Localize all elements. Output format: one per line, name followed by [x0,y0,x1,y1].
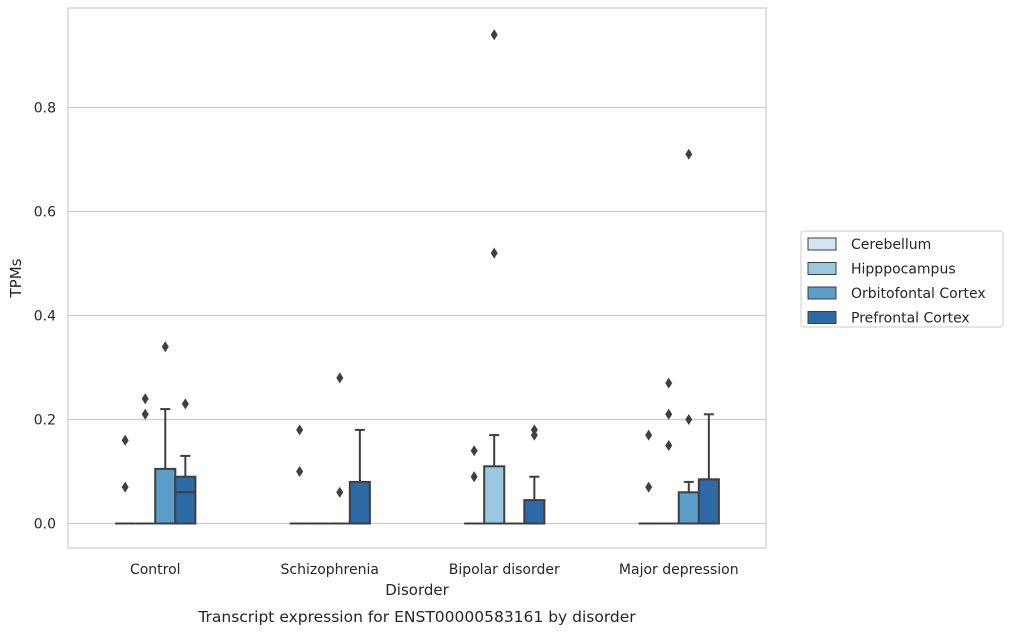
outlier-point [490,29,498,41]
box-group [289,424,310,525]
legend-label: Hipppocampus [851,262,956,278]
outlier-point [141,408,149,420]
box-plot-marks [115,29,720,525]
category-group [464,29,546,525]
outlier-point [645,429,653,441]
box-group [115,434,136,525]
x-tick-label: Bipolar disorder [449,562,560,578]
x-axis-title: Disorder [385,581,449,599]
box-group [697,413,720,525]
legend-item: Cerebellum [807,237,931,253]
y-axis-ticks: 0.0 0.2 0.4 0.6 0.8 [34,101,56,533]
outlier-point [336,486,344,498]
chart-caption: Transcript expression for ENST0000058316… [197,608,636,626]
box [348,480,371,525]
outlier-point [161,341,169,353]
legend-item: Prefrontal Cortex [807,311,970,327]
outlier-point [685,414,693,425]
y-tick-label: 0.0 [34,517,56,533]
box-group [638,429,659,525]
plot-area-frame [67,7,767,549]
category-group [638,148,720,525]
y-tick-label: 0.2 [34,413,56,429]
x-tick-label: Major depression [619,562,739,578]
legend-label: Orbitofontal Cortex [851,286,986,302]
outlier-point [181,398,189,410]
outlier-point [296,466,304,477]
outlier-point [490,247,498,259]
legend-swatch [807,286,837,300]
legend-item: Orbitofontal Cortex [807,286,986,302]
outlier-point [665,408,673,420]
grid-lines [68,106,766,525]
box-group [154,341,177,525]
outlier-point [530,429,538,441]
y-axis-title: TPMs [7,258,25,298]
box [677,491,700,525]
outlier-point [336,372,344,384]
outlier-point [645,481,653,493]
x-tick-label: Schizophrenia [281,562,379,578]
box [697,478,720,525]
box [154,467,177,525]
box [174,475,197,525]
box-group [464,445,485,525]
category-group [289,372,371,525]
x-axis-ticks: Control Schizophrenia Bipolar disorder Majo… [130,562,739,578]
box-group [677,148,700,525]
box [523,499,546,525]
box [483,465,506,525]
outlier-point [121,434,129,446]
outlier-point [665,377,673,389]
box-group [483,29,506,525]
outlier-point [470,445,478,457]
outlier-point [470,471,478,483]
legend: Cerebellum Hipppocampus Orbitofontal Corte… [800,230,1004,328]
y-tick-label: 0.8 [34,101,56,117]
legend-swatch [807,311,837,324]
box-group [329,372,350,525]
outlier-point [121,481,129,493]
legend-swatch [807,237,837,251]
box-group [174,398,197,525]
legend-label: Cerebellum [851,237,931,253]
outlier-point [665,440,673,451]
legend-frame [800,230,1004,328]
box-group [348,428,371,525]
legend-item: Hipppocampus [807,262,956,278]
outlier-point [296,424,304,436]
box-group [135,393,156,525]
legend-label: Prefrontal Cortex [851,311,970,327]
outlier-point [141,393,149,405]
box-group [523,424,546,525]
outlier-point [685,148,693,160]
y-tick-label: 0.6 [34,205,56,221]
category-group [115,341,197,525]
box-group [658,377,679,525]
y-tick-label: 0.4 [34,309,56,325]
x-tick-label: Control [130,562,181,578]
legend-swatch [807,262,837,275]
